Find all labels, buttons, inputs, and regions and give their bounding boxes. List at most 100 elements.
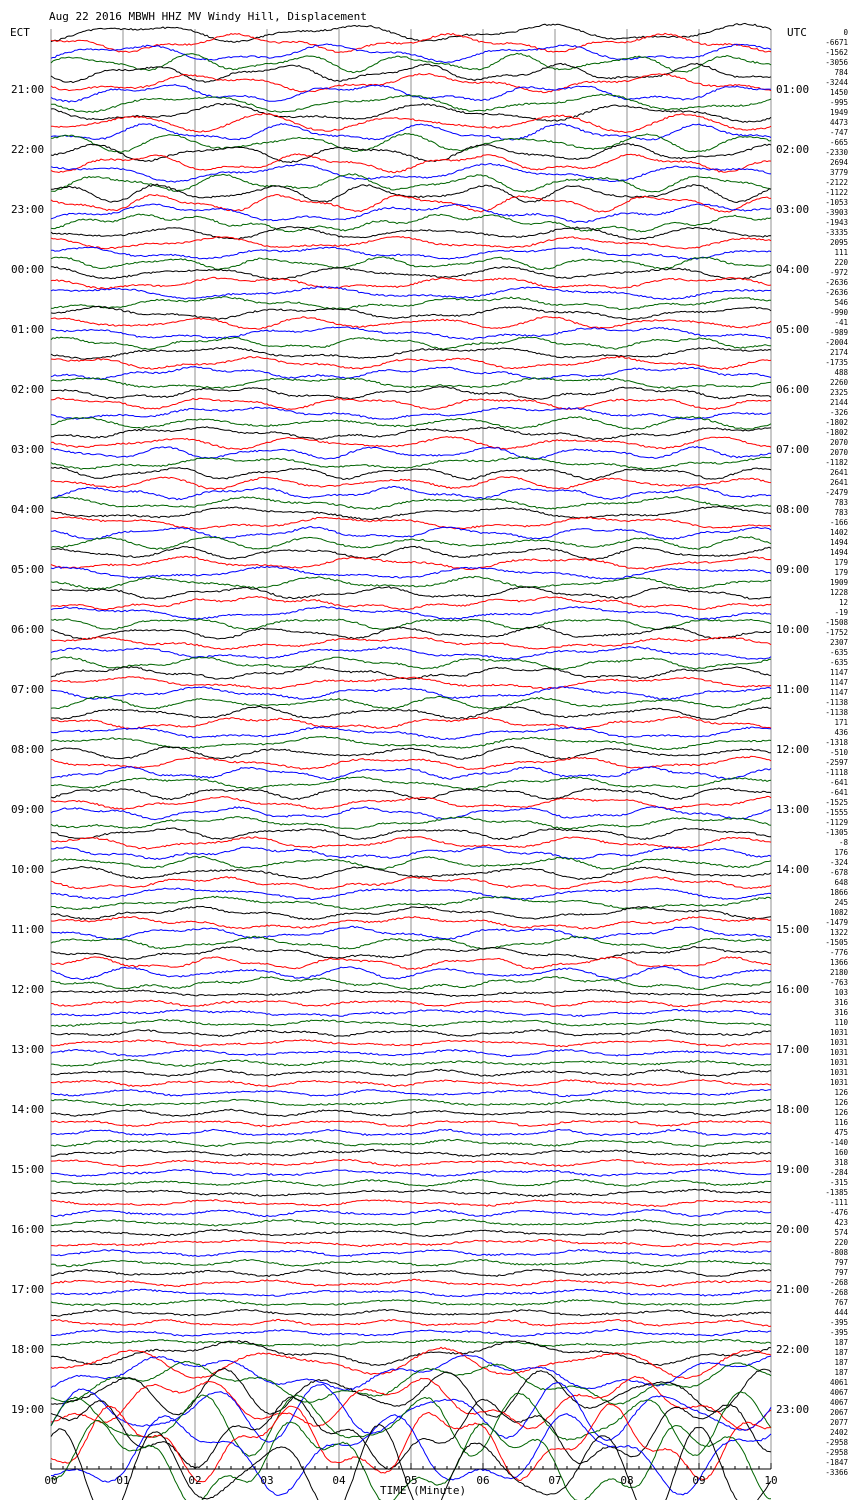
row-offset-label: -1508 (825, 618, 848, 627)
row-offset-label: -1182 (825, 458, 848, 467)
right-hour-label: 06:00 (776, 383, 809, 396)
row-offset-label: -1122 (825, 188, 848, 197)
trace-row-76 (50, 787, 772, 801)
right-hour-label: 01:00 (776, 83, 809, 96)
row-offset-label: -1505 (825, 938, 848, 947)
row-offset-label: 126 (834, 1108, 848, 1117)
row-offset-label: 4061 (830, 1378, 848, 1387)
row-offset-label: -1802 (825, 418, 848, 427)
left-hour-label: 17:00 (11, 1283, 44, 1296)
row-offset-label: 111 (834, 248, 848, 257)
trace-row-21 (50, 236, 772, 250)
row-offset-label: 187 (834, 1338, 848, 1347)
trace-row-52 (50, 545, 772, 561)
row-offset-label: 1147 (830, 678, 848, 687)
right-hour-label: 19:00 (776, 1163, 809, 1176)
trace-row-135 (51, 1360, 772, 1405)
row-offset-label: -268 (830, 1278, 849, 1287)
trace-row-13 (50, 153, 772, 174)
row-offset-label: 245 (834, 898, 848, 907)
x-tick-label: 02 (188, 1474, 201, 1487)
row-offset-label: -268 (830, 1288, 849, 1297)
trace-row-118 (50, 1208, 772, 1218)
row-offset-label: 1031 (830, 1038, 848, 1047)
row-offset-label: 784 (834, 68, 848, 77)
x-axis-title: TIME (Minute) (380, 1484, 466, 1497)
trace-row-63 (50, 656, 772, 670)
row-offset-label: -1525 (825, 798, 848, 807)
row-offset-label: -2958 (825, 1448, 848, 1457)
left-hour-label: 07:00 (11, 683, 44, 696)
row-offset-label: 1949 (830, 108, 848, 117)
left-hour-label: 10:00 (11, 863, 44, 876)
trace-row-49 (50, 516, 772, 530)
left-hour-label: 18:00 (11, 1343, 44, 1356)
right-hour-label: 21:00 (776, 1283, 809, 1296)
trace-row-33 (50, 355, 772, 370)
left-hour-label: 14:00 (11, 1103, 44, 1116)
trace-row-104 (50, 1068, 772, 1077)
trace-row-18 (50, 203, 772, 223)
row-offset-label: -3903 (825, 208, 848, 217)
trace-row-43 (50, 456, 772, 470)
row-offset-label: 2694 (830, 158, 849, 167)
trace-row-110 (50, 1128, 772, 1137)
x-tick-label: 10 (764, 1474, 777, 1487)
row-offset-label: -166 (830, 518, 849, 527)
row-offset-label: 2095 (830, 238, 848, 247)
row-offset-label: -3366 (825, 1468, 848, 1477)
row-offset-label: 2307 (830, 638, 848, 647)
left-hour-label: 13:00 (11, 1043, 44, 1056)
row-offset-label: -1555 (825, 808, 848, 817)
row-offset-label: -635 (830, 658, 848, 667)
trace-row-8 (50, 102, 772, 123)
row-offset-label: 2260 (830, 378, 849, 387)
row-offset-label: -665 (830, 138, 848, 147)
row-offset-label: -1138 (825, 698, 848, 707)
row-offset-label: 187 (834, 1348, 848, 1357)
row-offset-label: -41 (834, 318, 848, 327)
x-tick-label: 08 (620, 1474, 633, 1487)
right-hour-label: 14:00 (776, 863, 809, 876)
trace-row-53 (50, 555, 772, 571)
row-offset-label: -8 (839, 838, 849, 847)
row-offset-label: 1494 (830, 548, 849, 557)
left-hour-label: 09:00 (11, 803, 44, 816)
row-offset-label: 116 (834, 1118, 848, 1127)
row-offset-label: 1031 (830, 1028, 848, 1037)
row-offset-label: 1031 (830, 1078, 848, 1087)
right-hour-label: 12:00 (776, 743, 809, 756)
left-hour-label: 02:00 (11, 383, 44, 396)
trace-row-40 (50, 426, 772, 441)
x-tick-label: 07 (548, 1474, 561, 1487)
trace-row-23 (50, 256, 772, 270)
trace-row-15 (50, 173, 772, 193)
trace-row-22 (50, 246, 772, 260)
row-offset-label: 783 (834, 498, 848, 507)
trace-row-36 (50, 386, 772, 401)
row-offset-label: 1909 (830, 578, 848, 587)
trace-row-67 (50, 695, 772, 710)
right-hour-label: 03:00 (776, 203, 809, 216)
trace-row-44 (50, 466, 772, 481)
trace-row-116 (50, 1188, 772, 1198)
trace-row-123 (50, 1258, 772, 1268)
trace-row-97 (50, 999, 772, 1008)
trace-row-12 (50, 143, 772, 164)
row-offset-label: -2958 (825, 1438, 848, 1447)
row-offset-label: 1082 (830, 908, 848, 917)
left-hour-label: 12:00 (11, 983, 44, 996)
row-offset-label: 1147 (830, 668, 848, 677)
row-offset-label: -1752 (825, 628, 848, 637)
right-hour-label: 13:00 (776, 803, 809, 816)
trace-row-26 (50, 285, 772, 300)
row-offset-label: 220 (834, 258, 848, 267)
row-offset-label: -776 (830, 948, 849, 957)
row-offset-label: -6671 (825, 38, 848, 47)
trace-row-144 (50, 1423, 772, 1500)
trace-row-89 (50, 916, 772, 930)
trace-row-28 (50, 305, 772, 321)
trace-row-42 (50, 445, 772, 461)
trace-row-117 (50, 1199, 772, 1208)
row-offset-label: 1366 (830, 958, 849, 967)
